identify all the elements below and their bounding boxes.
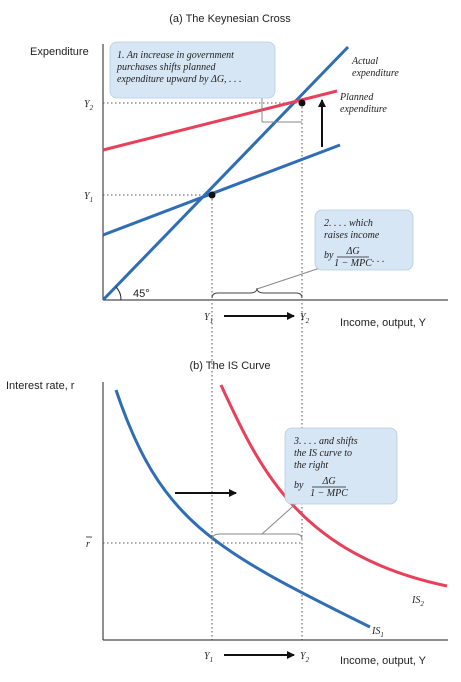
note3-denominator: 1 − MPC: [310, 488, 348, 499]
angle-45-arc: [115, 286, 122, 301]
tick-x1: Y1: [204, 312, 213, 325]
note1-box: [109, 41, 276, 99]
tick-y2: Y2: [84, 99, 94, 112]
note2-box: [314, 209, 414, 271]
is2-label: IS2: [411, 595, 424, 608]
tick-b-x2: Y2: [300, 651, 310, 664]
note2-pointer: [256, 267, 321, 290]
income-brace-a: [211, 287, 303, 299]
note3-text: 3. . . . and shifts the IS curve to the ri…: [293, 436, 358, 471]
panel-b-y-axis-label: Interest rate, r: [6, 380, 75, 392]
note2-text: 2. . . . which raises income: [324, 218, 380, 241]
tick-b-x1: Y1: [204, 651, 213, 664]
panel-b-title: (b) The IS Curve: [189, 360, 270, 372]
panel-b-x-axis-label: Income, output, Y: [340, 655, 427, 667]
note2-by: by: [324, 250, 334, 261]
tick-x2: Y2: [300, 312, 310, 325]
panel-a-title: (a) The Keynesian Cross: [169, 13, 291, 25]
panel-a-y-axis-label: Expenditure: [30, 46, 89, 58]
actual-expenditure-label: Actual expenditure: [351, 56, 399, 79]
note3-box: [284, 427, 398, 505]
actual-expenditure-line: [101, 45, 350, 302]
note1-text: 1. An increase in government purchases sh…: [116, 50, 242, 85]
equilibrium-point-1: [208, 191, 216, 199]
angle-45-label: 45°: [133, 288, 150, 300]
planned-expenditure-new-line: [102, 89, 338, 152]
tick-y1: Y1: [84, 191, 93, 204]
panel-a-x-axis-label: Income, output, Y: [340, 317, 427, 329]
note3-numerator: ΔG: [321, 476, 335, 487]
note3-bracket: [211, 533, 303, 541]
is1-label: IS1: [371, 626, 384, 639]
is1-curve: [114, 389, 371, 629]
planned-expenditure-old-line: [102, 143, 341, 237]
note2-tail: . . .: [372, 254, 385, 265]
note2-numerator: ΔG: [345, 246, 359, 257]
note3-by: by: [294, 480, 304, 491]
note3-pointer: [261, 499, 301, 535]
planned-expenditure-label: Planned expenditure: [339, 92, 387, 115]
equilibrium-point-2: [298, 99, 306, 107]
tick-r: r: [86, 539, 90, 550]
note2-denominator: 1 − MPC: [334, 258, 372, 269]
